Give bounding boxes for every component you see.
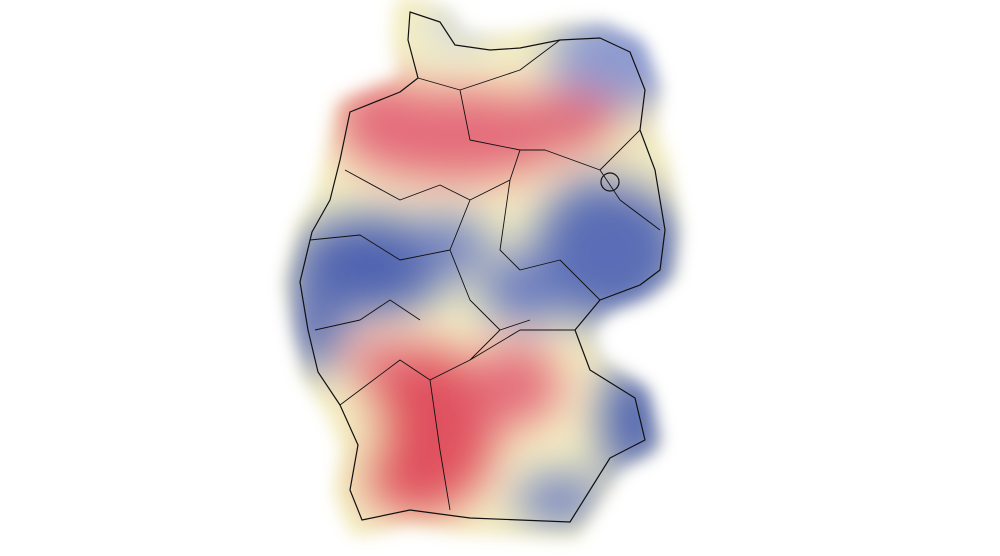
borders	[299, 11, 666, 523]
density-layer	[250, 0, 730, 556]
state-border	[309, 39, 661, 511]
country-border	[299, 11, 666, 523]
city-border	[600, 172, 620, 192]
